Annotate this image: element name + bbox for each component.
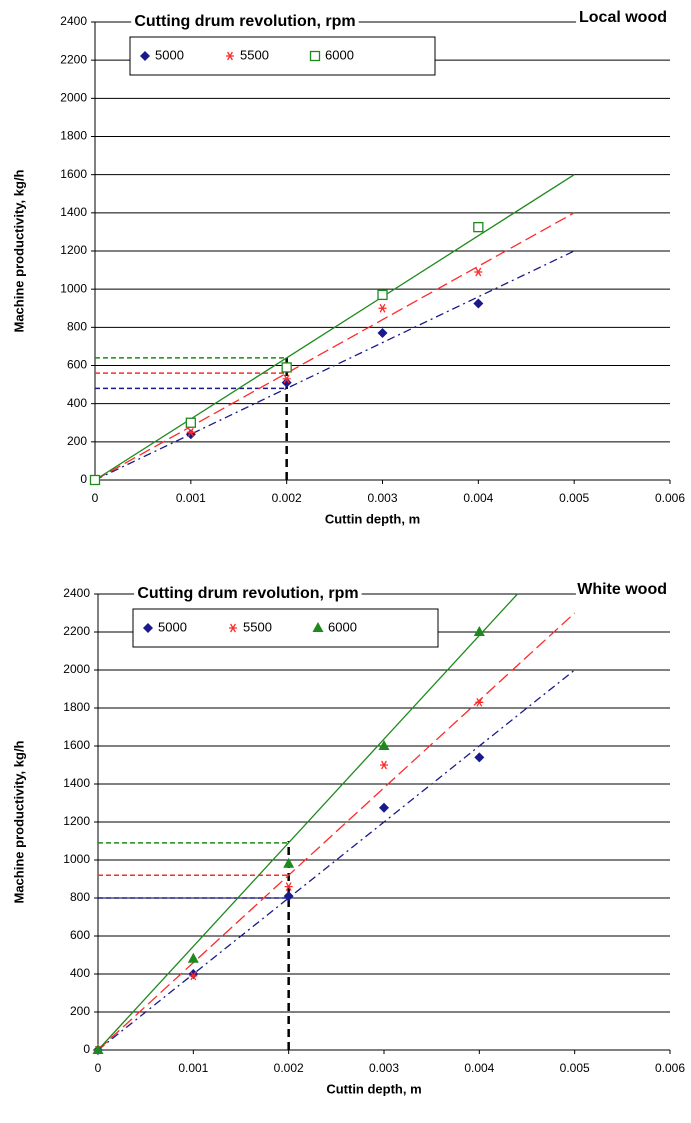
legend-marker bbox=[143, 623, 153, 633]
y-tick-label: 0 bbox=[80, 472, 87, 486]
chart-title: Cutting drum revolution, rpm bbox=[137, 585, 358, 602]
legend-marker bbox=[312, 622, 324, 632]
y-tick-label: 1600 bbox=[60, 167, 87, 181]
chart-title: Cutting drum revolution, rpm bbox=[134, 13, 355, 30]
x-tick-label: 0.005 bbox=[560, 1061, 590, 1075]
point bbox=[380, 760, 388, 770]
point bbox=[283, 857, 295, 868]
trend-line bbox=[94, 174, 575, 481]
point bbox=[92, 1044, 104, 1054]
x-tick-label: 0.004 bbox=[464, 1061, 494, 1075]
x-tick-label: 0.003 bbox=[369, 1061, 399, 1075]
legend-box bbox=[132, 608, 439, 648]
y-tick-label: 1600 bbox=[63, 738, 90, 752]
point bbox=[473, 626, 485, 636]
y-tick-label: 2400 bbox=[60, 14, 87, 28]
y-axis-title: Machine productivity, kg/h bbox=[11, 740, 26, 903]
y-tick-label: 1800 bbox=[63, 700, 90, 714]
point bbox=[378, 740, 390, 750]
y-tick-label: 1800 bbox=[60, 129, 87, 143]
point bbox=[282, 374, 291, 384]
trend-line bbox=[97, 612, 576, 1051]
legend-label: 5000 bbox=[155, 47, 184, 62]
point bbox=[378, 303, 387, 313]
trend-line bbox=[94, 212, 575, 481]
point bbox=[475, 697, 484, 707]
legend-label: 5500 bbox=[240, 47, 269, 62]
point bbox=[379, 802, 389, 813]
point bbox=[189, 971, 198, 981]
chart-subtitle: White wood bbox=[577, 581, 667, 598]
y-tick-label: 400 bbox=[70, 966, 90, 980]
point bbox=[185, 429, 196, 440]
x-tick-label: 0.001 bbox=[176, 491, 206, 505]
point bbox=[284, 882, 293, 891]
x-tick-label: 0.006 bbox=[655, 1061, 685, 1075]
point bbox=[377, 328, 388, 339]
legend-label: 5000 bbox=[158, 619, 187, 634]
point bbox=[185, 417, 196, 428]
trend-line bbox=[97, 593, 518, 1051]
x-tick-label: 0.005 bbox=[559, 491, 589, 505]
y-tick-label: 1400 bbox=[63, 776, 90, 790]
y-tick-label: 2400 bbox=[63, 586, 90, 600]
trend-line bbox=[94, 250, 575, 481]
x-tick-label: 0.002 bbox=[274, 1061, 304, 1075]
legend-marker bbox=[229, 623, 237, 633]
y-tick-label: 1200 bbox=[63, 814, 90, 828]
legend-marker bbox=[226, 51, 234, 61]
point bbox=[473, 298, 484, 309]
point bbox=[186, 427, 195, 437]
point bbox=[473, 221, 484, 233]
chart-subtitle: Local wood bbox=[579, 9, 667, 26]
point bbox=[187, 952, 199, 963]
x-tick-label: 0 bbox=[95, 1061, 102, 1075]
y-tick-label: 600 bbox=[67, 358, 87, 372]
y-tick-label: 1400 bbox=[60, 205, 87, 219]
legend-label: 6000 bbox=[325, 47, 354, 62]
x-tick-label: 0.002 bbox=[272, 491, 302, 505]
y-tick-label: 200 bbox=[67, 434, 87, 448]
point bbox=[281, 362, 292, 373]
legend-marker bbox=[309, 50, 321, 62]
legend-label: 5500 bbox=[243, 619, 272, 634]
y-tick-label: 800 bbox=[67, 320, 87, 334]
trend-line bbox=[97, 669, 576, 1051]
legend-marker bbox=[140, 51, 150, 61]
x-tick-label: 0.003 bbox=[367, 491, 397, 505]
x-axis-title: Cuttin depth, m bbox=[326, 1081, 421, 1096]
point bbox=[281, 377, 292, 388]
y-tick-label: 1000 bbox=[63, 852, 90, 866]
x-tick-label: 0 bbox=[92, 491, 99, 505]
x-tick-label: 0.004 bbox=[463, 491, 493, 505]
point bbox=[283, 891, 294, 902]
point bbox=[474, 267, 483, 277]
y-tick-label: 600 bbox=[70, 928, 90, 942]
point bbox=[89, 474, 101, 486]
y-tick-label: 2200 bbox=[60, 52, 87, 66]
x-tick-label: 0.006 bbox=[655, 491, 685, 505]
point bbox=[474, 752, 485, 763]
y-axis-title: Machine productivity, kg/h bbox=[11, 169, 26, 332]
legend-label: 6000 bbox=[328, 619, 357, 634]
y-tick-label: 0 bbox=[83, 1042, 90, 1056]
y-tick-label: 2000 bbox=[60, 91, 87, 105]
x-axis-title: Cuttin depth, m bbox=[325, 511, 420, 526]
y-tick-label: 800 bbox=[70, 890, 90, 904]
x-tick-label: 0.001 bbox=[178, 1061, 208, 1075]
point bbox=[377, 289, 388, 301]
y-tick-label: 200 bbox=[70, 1004, 90, 1018]
y-tick-label: 2200 bbox=[63, 624, 90, 638]
legend-box bbox=[129, 36, 436, 76]
y-tick-label: 400 bbox=[67, 396, 87, 410]
y-tick-label: 1200 bbox=[60, 243, 87, 257]
y-tick-label: 2000 bbox=[63, 662, 90, 676]
y-tick-label: 1000 bbox=[60, 281, 87, 295]
